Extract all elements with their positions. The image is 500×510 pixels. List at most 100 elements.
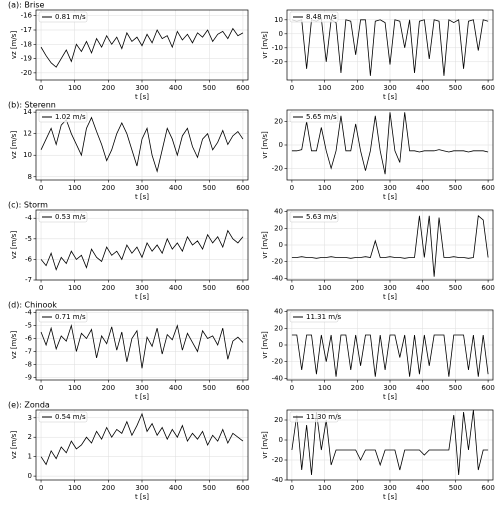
x-tick-label: 500 [449,184,462,192]
y-tick-label: 10 [23,151,32,159]
series-line [291,112,489,175]
x-tick-label: 200 [351,384,364,392]
panel-title: (c): Storm [8,201,48,210]
x-tick-label: 300 [383,84,396,92]
x-tick-label: 0 [39,384,43,392]
plot-frame [35,109,249,181]
x-axis-label: t [s] [383,293,397,301]
legend-label: 5.63 m/s [306,213,337,221]
x-tick-label: 600 [481,84,494,92]
x-tick-label: 0 [39,84,43,92]
x-tick-label: 100 [318,284,331,292]
plot-frame [286,409,494,481]
x-tick-label: 0 [290,384,294,392]
y-tick-label: -10 [272,44,283,52]
panel-title: (d): Chinook [8,301,57,310]
legend-label: 0.53 m/s [55,213,86,221]
y-axis-label: vr [m/s] [261,431,269,459]
x-tick-label: 500 [203,184,216,192]
x-tick-label: 0 [290,284,294,292]
x-tick-label: 400 [416,484,429,492]
y-tick-label: 1 [28,453,32,461]
y-tick-label: -20 [272,258,283,266]
y-tick-label: 12 [23,130,32,138]
y-tick-label: 40 [274,208,283,216]
y-tick-label: 0 [28,472,32,480]
y-tick-label: -4 [25,214,33,222]
y-tick-label: -20 [272,358,283,366]
x-tick-label: 100 [68,484,81,492]
x-tick-label: 100 [318,184,331,192]
y-tick-label: -7 [25,347,32,355]
x-tick-label: 200 [351,284,364,292]
y-tick-label: -20 [272,58,283,66]
y-tick-label: -40 [272,274,283,282]
x-tick-label: 300 [135,84,148,92]
y-tick-label: 40 [274,308,283,316]
y-tick-label: 10 [274,16,283,24]
y-tick-label: 0 [279,141,283,149]
y-tick-label: -8 [25,360,32,368]
plot-frame [286,9,494,81]
legend-label: 5.65 m/s [306,113,337,121]
legend-label: 0.81 m/s [55,13,86,21]
legend-label: 0.54 m/s [55,413,86,421]
x-tick-label: 500 [449,384,462,392]
x-tick-label: 200 [102,484,115,492]
legend-label: 0.71 m/s [55,313,86,321]
x-tick-label: 100 [318,384,331,392]
x-axis-label: t [s] [383,193,397,201]
y-tick-label: -40 [272,476,283,484]
x-axis-label: t [s] [135,393,149,401]
x-tick-label: 300 [383,184,396,192]
y-tick-label: -9 [25,373,32,381]
x-tick-label: 200 [351,84,364,92]
x-tick-label: 600 [481,384,494,392]
y-tick-label: 20 [274,416,283,424]
series-line [40,229,244,271]
legend-label: 11.30 m/s [306,413,341,421]
panel-title: (a): Brise [8,1,45,10]
y-tick-label: 8 [28,173,32,181]
y-tick-label: 14 [23,108,32,116]
y-axis-label: vr [m/s] [261,31,269,59]
x-tick-label: 400 [169,484,182,492]
x-tick-label: 200 [102,384,115,392]
x-tick-label: 200 [102,284,115,292]
x-tick-label: 100 [68,384,81,392]
x-tick-label: 600 [236,184,249,192]
y-tick-label: 2 [28,433,32,441]
y-tick-label: 0 [279,30,283,38]
x-tick-label: 100 [68,284,81,292]
y-axis-label: vz [m/s] [10,131,18,160]
x-tick-label: 500 [449,284,462,292]
x-tick-label: 200 [102,84,115,92]
plot-frame [286,109,494,181]
x-tick-label: 0 [39,284,43,292]
legend-label: 1.02 m/s [55,113,86,121]
series-line [40,116,244,173]
x-tick-label: 0 [290,184,294,192]
x-axis-label: t [s] [135,193,149,201]
x-tick-label: 400 [169,184,182,192]
x-tick-label: 600 [481,284,494,292]
y-tick-label: -6 [25,335,33,343]
y-tick-label: 0 [279,436,283,444]
x-tick-label: 300 [135,484,148,492]
y-tick-label: -18 [21,40,32,48]
legend-box [38,411,88,423]
legend-box [38,211,88,223]
x-tick-label: 100 [318,84,331,92]
series-line [291,334,489,377]
x-tick-label: 300 [383,384,396,392]
x-tick-label: 300 [135,384,148,392]
y-tick-label: -20 [272,164,283,172]
series-line [291,17,489,76]
series-line [40,412,244,466]
y-tick-label: -4 [25,309,33,317]
y-axis-label: vz [m/s] [10,431,18,460]
x-tick-label: 500 [449,84,462,92]
y-axis-label: vr [m/s] [261,231,269,259]
y-tick-label: -20 [21,69,32,77]
x-tick-label: 200 [102,184,115,192]
